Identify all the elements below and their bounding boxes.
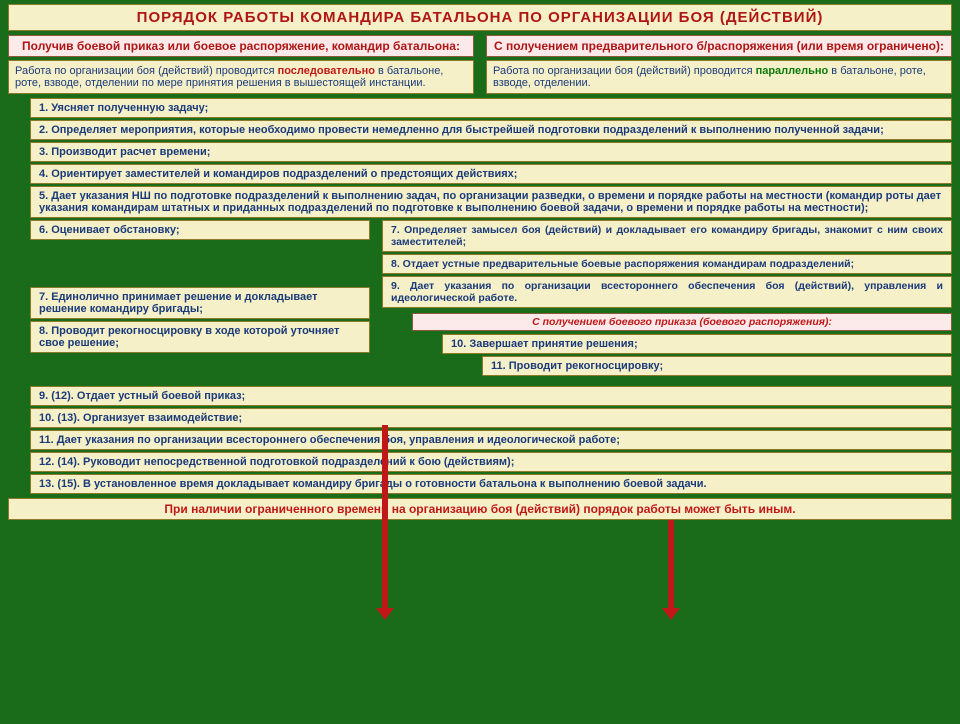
step-3: 3. Производит расчет времени; bbox=[30, 142, 952, 162]
step-8-right: 8. Отдает устные предварительные боевые … bbox=[382, 254, 952, 274]
mid-banner: С получением боевого приказа (боевого ра… bbox=[412, 313, 952, 331]
step-1: 1. Уясняет полученную задачу; bbox=[30, 98, 952, 118]
right-col-body: Работа по организации боя (действий) про… bbox=[486, 60, 952, 94]
step-11-right: 11. Проводит рекогносцировку; bbox=[482, 356, 952, 376]
right-body-pre: Работа по организации боя (действий) про… bbox=[493, 65, 756, 77]
step-10-13: 10. (13). Организует взаимодействие; bbox=[30, 408, 952, 428]
page-title: ПОРЯДОК РАБОТЫ КОМАНДИРА БАТАЛЬОНА ПО ОР… bbox=[8, 4, 952, 31]
step-8-left: 8. Проводит рекогносцировку в ходе котор… bbox=[30, 321, 370, 353]
right-column: С получением предварительного б/распоряж… bbox=[486, 35, 952, 94]
left-body-highlight: последовательно bbox=[278, 65, 375, 77]
left-column: Получив боевой приказ или боевое распоря… bbox=[8, 35, 474, 94]
step-11: 11. Дает указания по организации всестор… bbox=[30, 430, 952, 450]
step-4: 4. Ориентирует заместителей и командиров… bbox=[30, 164, 952, 184]
split-right: 7. Определяет замысел боя (действий) и д… bbox=[382, 220, 952, 378]
step-13-15: 13. (15). В установленное время докладыв… bbox=[30, 474, 952, 494]
left-col-body: Работа по организации боя (действий) про… bbox=[8, 60, 474, 94]
step-9-right: 9. Дает указания по организации всесторо… bbox=[382, 276, 952, 308]
arrow-right bbox=[668, 520, 674, 610]
steps-container: 1. Уясняет полученную задачу; 2. Определ… bbox=[30, 98, 952, 494]
right-col-header: С получением предварительного б/распоряж… bbox=[486, 35, 952, 57]
step-7-left: 7. Единолично принимает решение и доклад… bbox=[30, 287, 370, 319]
step-2: 2. Определяет мероприятия, которые необх… bbox=[30, 120, 952, 140]
arrow-left bbox=[382, 425, 388, 610]
step-12-14: 12. (14). Руководит непосредственной под… bbox=[30, 452, 952, 472]
bottom-banner: При наличии ограниченного времени на орг… bbox=[8, 498, 952, 520]
split-zone: 6. Оценивает обстановку; 7. Единолично п… bbox=[30, 220, 952, 378]
step-7-right: 7. Определяет замысел боя (действий) и д… bbox=[382, 220, 952, 252]
gap bbox=[30, 242, 370, 287]
step-5: 5. Дает указания НШ по подготовке подраз… bbox=[30, 186, 952, 218]
step-9-12: 9. (12). Отдает устный боевой приказ; bbox=[30, 386, 952, 406]
step-10-right: 10. Завершает принятие решения; bbox=[442, 334, 952, 354]
split-left: 6. Оценивает обстановку; 7. Единолично п… bbox=[30, 220, 370, 378]
left-body-pre: Работа по организации боя (действий) про… bbox=[15, 65, 278, 77]
step-6: 6. Оценивает обстановку; bbox=[30, 220, 370, 240]
right-body-highlight: параллельно bbox=[756, 65, 829, 77]
top-columns: Получив боевой приказ или боевое распоря… bbox=[8, 35, 952, 94]
left-col-header: Получив боевой приказ или боевое распоря… bbox=[8, 35, 474, 57]
